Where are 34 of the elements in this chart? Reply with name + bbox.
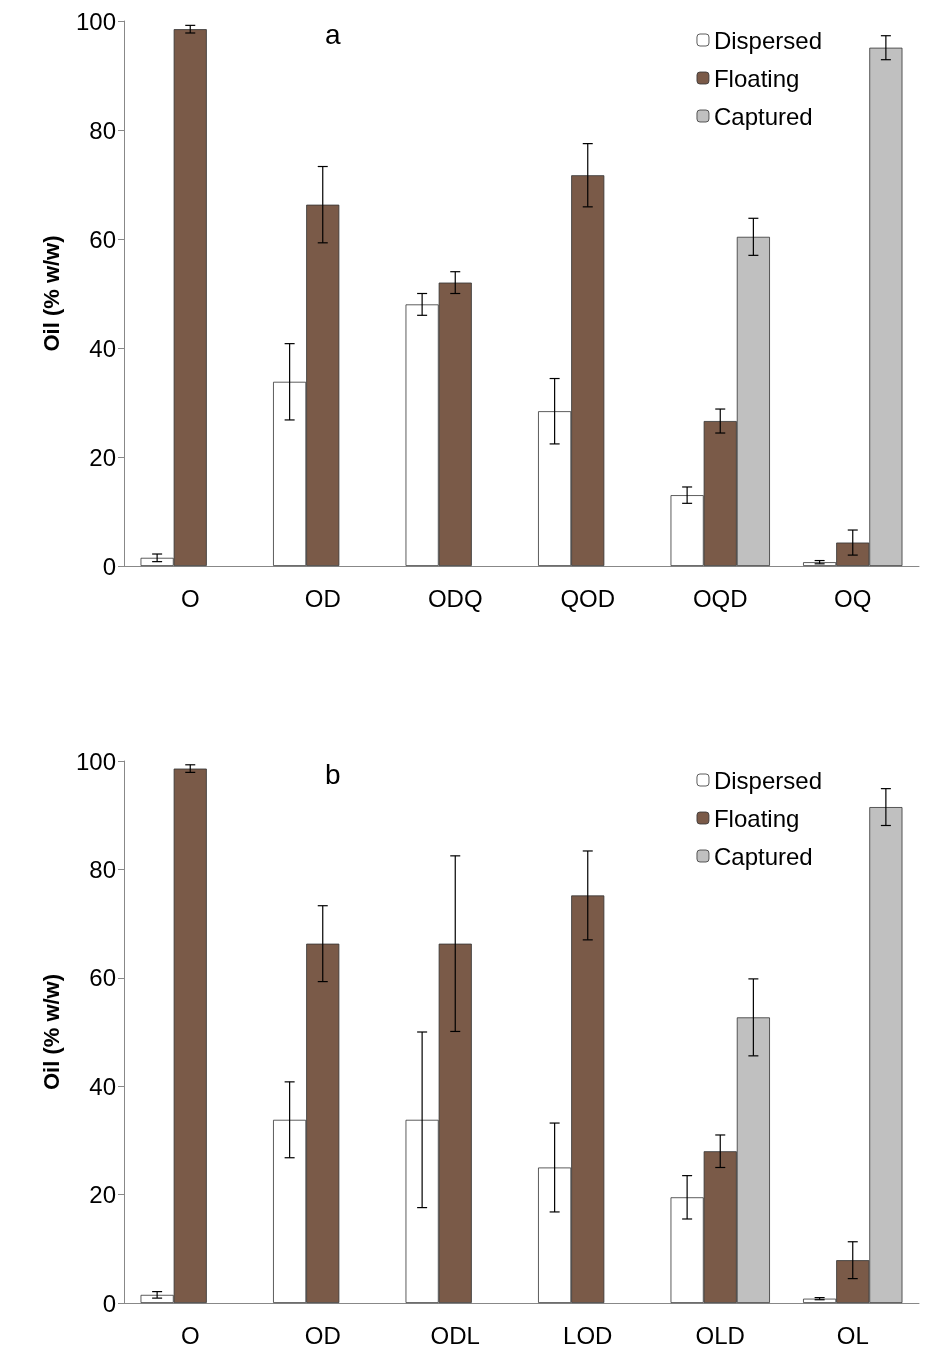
x-tick-label: OD <box>304 1321 341 1349</box>
x-tick-label: O <box>180 584 200 612</box>
x-tick-label: OL <box>836 1321 869 1349</box>
x-tick-label: ODQ <box>427 584 483 612</box>
legend-label: Dispersed <box>713 26 822 54</box>
legend-label: Captured <box>713 842 813 870</box>
y-axis-title: Oil (% w/w) <box>38 235 64 352</box>
x-tick-label: QOD <box>560 584 616 612</box>
chart-title: b <box>325 758 341 790</box>
legend-label: Floating <box>713 804 800 832</box>
y-tick-label: 40 <box>89 1072 116 1100</box>
y-tick-label: 60 <box>89 964 116 992</box>
y-tick-label: 100 <box>75 747 116 775</box>
y-tick-label: 100 <box>75 7 116 35</box>
x-tick-label: O <box>180 1321 200 1349</box>
y-tick-label: 40 <box>89 334 116 362</box>
y-tick-label: 80 <box>89 855 116 883</box>
x-tick-label: ODL <box>430 1321 480 1349</box>
legend-label: Floating <box>713 64 800 92</box>
y-axis-title: Oil (% w/w) <box>38 973 64 1091</box>
x-tick-label: LOD <box>563 1321 613 1349</box>
x-tick-label: OQD <box>692 584 748 612</box>
y-tick-label: 60 <box>89 225 116 253</box>
y-tick-label: 20 <box>89 1181 116 1209</box>
y-tick-label: 80 <box>89 116 116 144</box>
x-tick-label: OQ <box>834 584 872 612</box>
y-tick-label: 0 <box>102 552 116 580</box>
x-tick-label: OD <box>304 584 341 612</box>
legend-label: Dispersed <box>713 766 822 794</box>
x-tick-label: OLD <box>695 1321 745 1349</box>
y-tick-label: 20 <box>89 443 116 471</box>
chart-title: a <box>325 18 341 50</box>
y-tick-label: 0 <box>102 1289 116 1317</box>
legend-label: Captured <box>713 102 813 130</box>
